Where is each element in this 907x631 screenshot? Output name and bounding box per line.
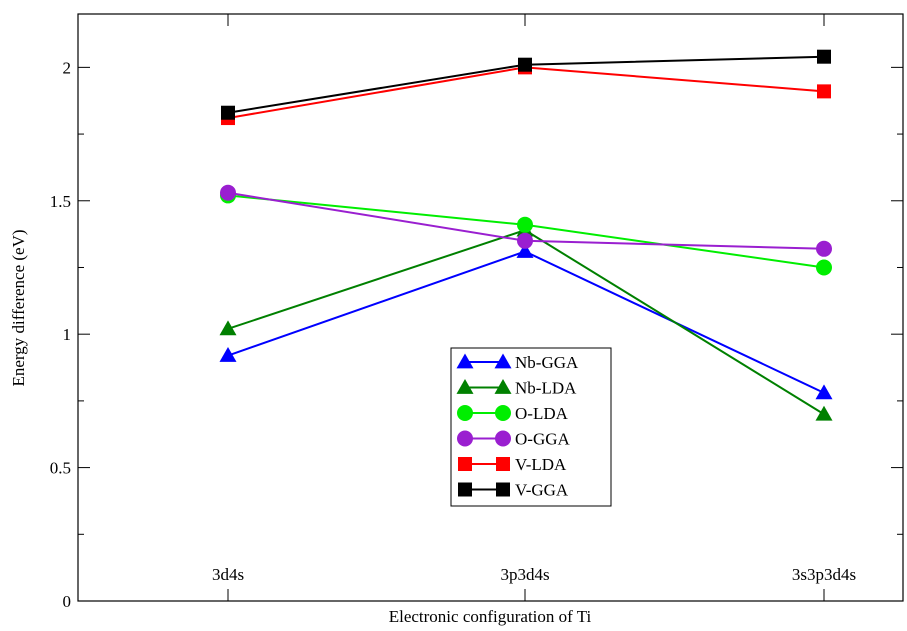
legend-marker xyxy=(494,353,512,369)
legend-item: Nb-LDA xyxy=(456,379,577,398)
y-tick-label: 1.5 xyxy=(50,192,71,211)
legend-label: V-GGA xyxy=(515,481,569,500)
data-point xyxy=(516,242,534,258)
plot-frame xyxy=(77,13,904,602)
y-axis-title: Energy difference (eV) xyxy=(9,229,28,386)
x-tick-label: 3s3p3d4s xyxy=(792,565,856,584)
legend-marker xyxy=(494,379,512,394)
series-v-gga xyxy=(221,49,831,120)
axis-ticks: 0 0.5 1 1.5 2 3d4s 3p3d4s 3s3p3d4s xyxy=(50,14,903,611)
legend-box xyxy=(450,347,612,507)
series-line xyxy=(227,66,825,120)
x-axis-title: Electronic configuration of Ti xyxy=(389,607,592,626)
series-nb-gga xyxy=(219,242,833,400)
data-point xyxy=(219,320,237,336)
legend-marker xyxy=(496,457,510,471)
series-layer xyxy=(219,49,833,421)
legend-item: V-GGA xyxy=(458,481,569,500)
series-o-gga xyxy=(220,184,832,257)
data-point xyxy=(816,240,832,257)
y-tick-label: 0 xyxy=(63,592,72,611)
legend-label: O-LDA xyxy=(515,404,569,423)
legend-marker xyxy=(495,405,511,421)
y-tick-label: 1 xyxy=(63,325,72,344)
data-point xyxy=(518,57,532,72)
legend-item: V-LDA xyxy=(458,455,567,474)
legend-marker xyxy=(457,405,473,421)
data-point xyxy=(220,184,236,201)
legend-marker xyxy=(456,353,474,369)
legend-marker xyxy=(496,482,510,497)
data-point xyxy=(221,105,235,120)
data-point xyxy=(815,384,833,400)
legend-label: V-LDA xyxy=(515,455,567,474)
legend-marker xyxy=(495,430,511,447)
legend-marker xyxy=(456,379,474,394)
legend-marker xyxy=(458,482,472,497)
y-tick-label: 2 xyxy=(63,58,72,77)
y-tick-label: 0.5 xyxy=(50,459,71,478)
data-point xyxy=(815,405,833,421)
legend-marker xyxy=(458,457,472,471)
data-point xyxy=(817,84,831,99)
data-point xyxy=(817,49,831,64)
x-tick-label: 3p3d4s xyxy=(500,565,549,584)
x-tick-label: 3d4s xyxy=(212,565,244,584)
legend-item: Nb-GGA xyxy=(456,353,579,372)
data-point xyxy=(517,232,533,249)
data-point xyxy=(517,216,533,233)
series-o-lda xyxy=(220,187,832,276)
legend-label: Nb-LDA xyxy=(515,379,577,398)
legend-label: O-GGA xyxy=(515,430,570,449)
legend: Nb-GGA Nb-LDA O-LDA O-GGA V-LDA V-GGA xyxy=(450,347,612,507)
legend-item: O-LDA xyxy=(457,404,569,423)
legend-marker xyxy=(457,430,473,447)
data-point xyxy=(816,259,832,276)
data-point xyxy=(219,347,237,362)
legend-item: O-GGA xyxy=(457,430,570,449)
legend-label: Nb-GGA xyxy=(515,353,579,372)
